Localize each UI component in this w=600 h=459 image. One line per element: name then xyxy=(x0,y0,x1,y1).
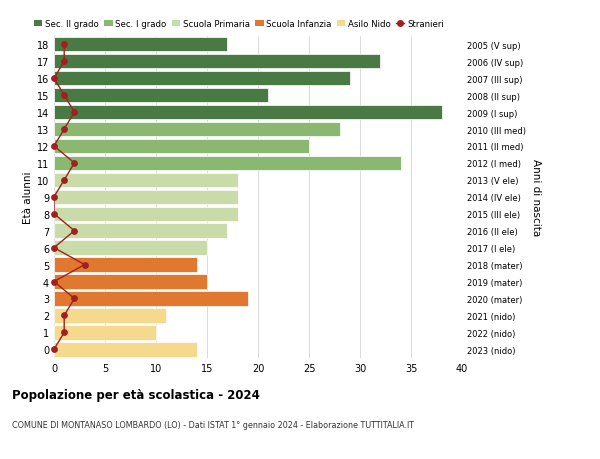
Bar xyxy=(54,157,401,171)
Point xyxy=(49,75,59,83)
Point xyxy=(49,194,59,201)
Bar xyxy=(54,207,238,221)
Point xyxy=(49,143,59,150)
Bar xyxy=(54,173,238,188)
Point xyxy=(80,261,89,269)
Bar xyxy=(54,291,248,306)
Point xyxy=(49,346,59,353)
Point xyxy=(70,160,79,167)
Point xyxy=(59,92,69,100)
Bar xyxy=(54,258,197,272)
Bar xyxy=(54,72,350,86)
Point xyxy=(49,245,59,252)
Point xyxy=(70,228,79,235)
Bar xyxy=(54,123,340,137)
Point xyxy=(70,109,79,117)
Legend: Sec. II grado, Sec. I grado, Scuola Primaria, Scuola Infanzia, Asilo Nido, Stran: Sec. II grado, Sec. I grado, Scuola Prim… xyxy=(34,20,444,29)
Point xyxy=(49,278,59,285)
Text: Popolazione per età scolastica - 2024: Popolazione per età scolastica - 2024 xyxy=(12,388,260,401)
Point xyxy=(59,329,69,336)
Point xyxy=(49,211,59,218)
Point xyxy=(59,126,69,134)
Bar xyxy=(54,325,156,340)
Bar xyxy=(54,275,207,289)
Bar xyxy=(54,308,166,323)
Text: COMUNE DI MONTANASO LOMBARDO (LO) - Dati ISTAT 1° gennaio 2024 - Elaborazione TU: COMUNE DI MONTANASO LOMBARDO (LO) - Dati… xyxy=(12,420,414,429)
Bar xyxy=(54,224,227,238)
Y-axis label: Età alunni: Età alunni xyxy=(23,171,32,224)
Point xyxy=(59,58,69,66)
Bar xyxy=(54,140,309,154)
Bar xyxy=(54,38,227,52)
Bar xyxy=(54,342,197,357)
Bar xyxy=(54,241,207,255)
Y-axis label: Anni di nascita: Anni di nascita xyxy=(532,159,541,236)
Bar xyxy=(54,89,268,103)
Point xyxy=(59,312,69,319)
Bar xyxy=(54,55,380,69)
Point xyxy=(59,177,69,184)
Point xyxy=(59,41,69,49)
Bar xyxy=(54,190,238,205)
Point xyxy=(70,295,79,302)
Bar xyxy=(54,106,442,120)
